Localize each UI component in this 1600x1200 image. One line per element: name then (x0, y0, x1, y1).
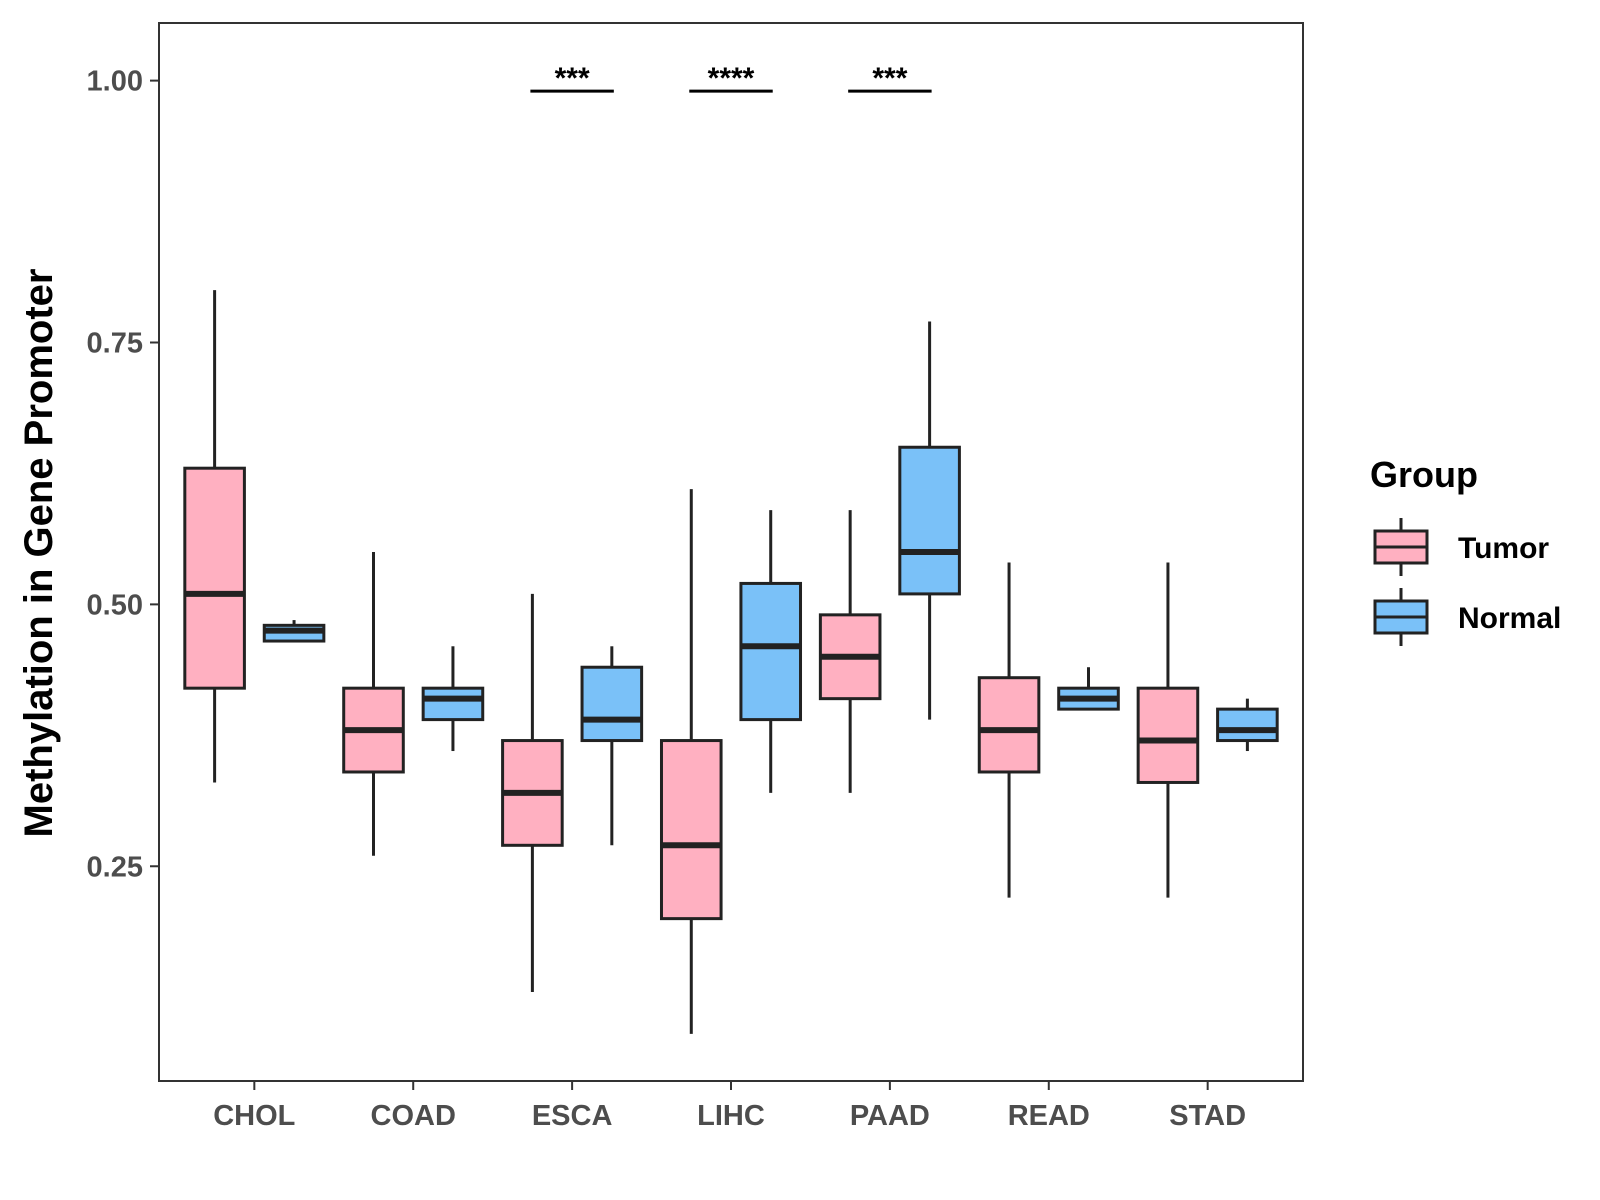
x-tick-label: READ (1008, 1100, 1090, 1132)
y-axis-title: Methylation in Gene Promoter (17, 269, 61, 838)
x-tick-label: PAAD (850, 1100, 930, 1132)
legend-label-normal: Normal (1458, 602, 1561, 635)
iqr-box (898, 445, 961, 596)
x-axis: CHOL COAD ESCA LIHC PAAD READ STAD (213, 1081, 1246, 1132)
significance-label: *** (872, 62, 907, 95)
box-series (183, 290, 1279, 1034)
legend-label-tumor: Tumor (1458, 532, 1549, 565)
y-tick-label: 0.75 (87, 327, 143, 359)
iqr-box (977, 676, 1041, 774)
y-tick-label: 0.25 (87, 851, 143, 883)
iqr-box (739, 581, 803, 722)
box-tumor-stad (1136, 562, 1200, 898)
box-normal-paad (898, 321, 961, 720)
box-normal-coad (421, 646, 485, 752)
box-tumor-chol (183, 290, 246, 783)
significance-annotations: *** **** *** (530, 62, 932, 95)
box-normal-read (1057, 667, 1120, 711)
box-normal-chol (262, 620, 326, 643)
y-axis: 0.25 0.50 0.75 1.00 (87, 66, 159, 883)
box-tumor-coad (342, 552, 405, 856)
x-tick-label: CHOL (213, 1100, 295, 1132)
y-tick-label: 1.00 (87, 66, 143, 98)
box-tumor-lihc (659, 489, 723, 1034)
y-tick-label: 0.50 (87, 589, 143, 621)
box-tumor-paad (818, 510, 882, 793)
box-normal-lihc (739, 510, 803, 793)
box-normal-esca (580, 646, 644, 846)
panel-border (158, 22, 1304, 1082)
iqr-box (580, 665, 644, 743)
iqr-box (183, 466, 246, 690)
box-tumor-esca (501, 593, 564, 992)
iqr-box (421, 686, 485, 722)
box-normal-stad (1216, 698, 1279, 752)
significance-label: **** (708, 62, 755, 95)
iqr-box (659, 739, 723, 921)
x-tick-label: LIHC (697, 1100, 765, 1132)
box-tumor-read (977, 562, 1041, 898)
legend: Group Tumor Normal (1370, 454, 1561, 646)
x-tick-label: ESCA (532, 1100, 613, 1132)
legend-title: Group (1370, 454, 1478, 495)
iqr-box (1136, 686, 1200, 784)
x-tick-label: STAD (1169, 1100, 1246, 1132)
iqr-box (1216, 707, 1279, 743)
significance-label: *** (555, 62, 590, 95)
x-tick-label: COAD (371, 1100, 456, 1132)
